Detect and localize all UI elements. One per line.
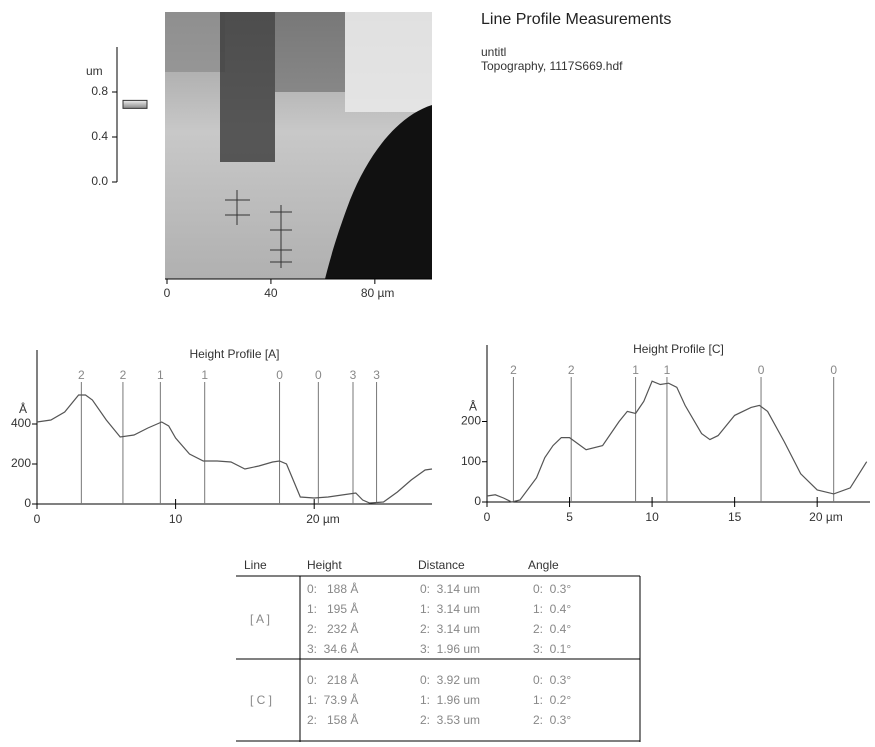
x-tick-label: 15 (728, 510, 742, 524)
cursor-label: 1 (664, 363, 671, 377)
measurement-table: Line Height Distance Angle [ A ] 0: 188 Å 0: 3… (236, 558, 641, 742)
cursor-label: 2 (78, 368, 85, 382)
title: Line Profile Measurements (481, 11, 671, 28)
cell: 3: 34.6 Å (307, 641, 358, 656)
image-tick-label: 40 (264, 286, 278, 300)
y-tick-label: 0 (24, 496, 31, 510)
cursor-label: 2 (120, 368, 127, 382)
cursor-label: 2 (568, 363, 575, 377)
y-tick-label: 200 (461, 414, 481, 428)
chart-title: Height Profile [C] (633, 342, 724, 356)
profile-line (36, 394, 433, 504)
x-tick-label: 10 (169, 512, 183, 526)
cursor-label: 1 (632, 363, 639, 377)
cell: 2: 158 Å (307, 712, 358, 727)
column-header: Line (244, 558, 267, 572)
scale-indicator (122, 99, 148, 109)
line-label: [ C ] (250, 693, 272, 707)
x-tick-label: 20 µm (306, 512, 340, 526)
cursor-label: 3 (373, 368, 380, 382)
cell: 1: 73.9 Å (307, 692, 358, 707)
cell: 1: 195 Å (307, 601, 358, 616)
file-name: Topography, 1117S669.hdf (481, 59, 623, 73)
x-tick-label: 20 µm (809, 510, 843, 524)
image-tick-label: 0 (164, 286, 171, 300)
cell: 3: 1.96 um (420, 642, 480, 656)
column-header: Angle (528, 558, 559, 572)
y-axis-label: Å (19, 401, 27, 416)
cell: 2: 3.53 um (420, 713, 480, 727)
cell: 1: 0.2° (533, 693, 571, 707)
cell: 0: 3.14 um (420, 582, 480, 596)
cursor-label: 1 (157, 368, 164, 382)
cell: 3: 0.1° (533, 642, 571, 656)
y-tick-label: 0 (474, 494, 481, 508)
cell: 0: 0.3° (533, 582, 571, 596)
scale-tick-label: 0.8 (91, 84, 108, 98)
cursor-label: 0 (758, 363, 765, 377)
y-tick-label: 100 (461, 454, 481, 468)
y-tick-label: 400 (11, 416, 31, 430)
cursor-label: 3 (350, 368, 357, 382)
cursor-label: 0 (830, 363, 837, 377)
x-tick-label: 0 (34, 512, 41, 526)
line-label: [ A ] (250, 612, 270, 626)
x-tick-label: 5 (566, 510, 573, 524)
column-header: Height (307, 558, 342, 572)
cursor-label: 2 (510, 363, 517, 377)
chart-title: Height Profile [A] (189, 347, 279, 361)
y-axis-label: Å (469, 399, 477, 414)
column-header: Distance (418, 558, 465, 572)
cursor-label: 0 (276, 368, 283, 382)
cell: 2: 3.14 um (420, 622, 480, 636)
cursor-label: 0 (315, 368, 322, 382)
cursor-label: 1 (201, 368, 208, 382)
cell: 1: 0.4° (533, 602, 571, 616)
x-tick-label: 10 (645, 510, 659, 524)
cell: 1: 3.14 um (420, 602, 480, 616)
cell: 2: 0.4° (533, 622, 571, 636)
cell: 0: 218 Å (307, 672, 358, 687)
cell: 0: 3.92 um (420, 673, 480, 687)
scale-unit: um (86, 64, 103, 78)
image-tick-label: 80 µm (361, 286, 395, 300)
scale-tick-label: 0.4 (91, 129, 108, 143)
x-tick-label: 0 (484, 510, 491, 524)
cell: 0: 0.3° (533, 673, 571, 687)
subtitle: untitl (481, 45, 506, 59)
y-tick-label: 200 (11, 456, 31, 470)
cell: 2: 0.3° (533, 713, 571, 727)
cell: 1: 1.96 um (420, 693, 480, 707)
cell: 0: 188 Å (307, 581, 358, 596)
afm-image (165, 12, 432, 280)
cell: 2: 232 Å (307, 621, 358, 636)
profile-line (486, 380, 868, 503)
scale-tick-label: 0.0 (91, 174, 108, 188)
